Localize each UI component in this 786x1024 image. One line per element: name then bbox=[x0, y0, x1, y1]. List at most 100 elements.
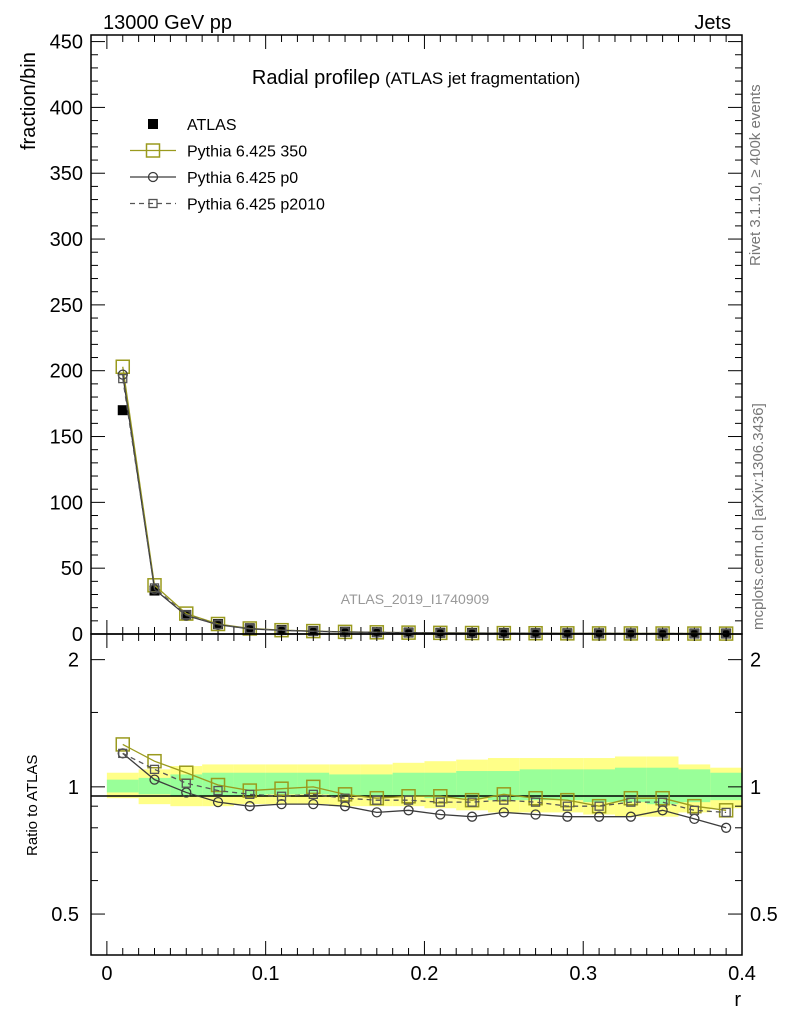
legend: ATLAS Pythia 6.425 350 Pythia 6.425 p0 Pyth… bbox=[130, 117, 325, 214]
main-axis-ticks: 0 50 100 150 200 250 300 350 400 450 bbox=[50, 32, 743, 646]
main-data-point bbox=[118, 373, 128, 384]
ratio-ytick-label-right: 0.5 bbox=[750, 904, 778, 926]
ratio-xlabel: r bbox=[734, 989, 741, 1011]
ratio-data-point bbox=[403, 795, 414, 805]
main-ytick-label: 100 bbox=[50, 492, 83, 514]
main-data-point bbox=[149, 585, 160, 596]
ratio-data-point bbox=[530, 809, 541, 820]
mcplots-side-label: mcplots.cern.ch [arXiv:1306.3436] bbox=[750, 403, 767, 630]
ratio-data-point bbox=[274, 781, 289, 796]
ratio-data-point bbox=[403, 805, 414, 816]
ratio-band-inner bbox=[551, 769, 584, 801]
main-ytick-label: 450 bbox=[50, 32, 83, 54]
rivet-side-label: Rivet 3.1.10, ≥ 400k events bbox=[747, 84, 764, 266]
ratio-data-point bbox=[181, 778, 191, 788]
ratio-data-point bbox=[720, 822, 732, 833]
ratio-data-point bbox=[213, 785, 223, 796]
ratio-axis-ticks: 0.5 0.5 1 1 2 2 0 0.1 0.2 0.3 0.4 bbox=[51, 634, 778, 985]
ratio-band-inner bbox=[329, 774, 361, 797]
main-ytick-label: 150 bbox=[50, 427, 83, 449]
ratio-xtick-label: 0.1 bbox=[252, 963, 280, 985]
ratio-data-point bbox=[276, 791, 287, 801]
ratio-data-point bbox=[435, 809, 446, 820]
main-panel: ATLAS_2019_I1740909 0 50 100 150 200 250 300 35… bbox=[18, 32, 743, 646]
main-ytick-label: 350 bbox=[50, 163, 83, 185]
ratio-data-point bbox=[371, 807, 382, 818]
ratio-series-2 bbox=[118, 748, 731, 818]
ratio-data-point bbox=[242, 783, 258, 798]
ratio-xtick-label: 0 bbox=[101, 963, 112, 985]
ratio-data-point bbox=[687, 798, 702, 814]
ratio-data-point bbox=[593, 811, 605, 822]
ratio-data-point bbox=[657, 797, 668, 807]
ratio-data-point bbox=[594, 801, 604, 811]
ratio-data-point bbox=[210, 777, 226, 793]
ratio-xtick-label: 0.3 bbox=[569, 963, 597, 985]
ratio-data-point bbox=[655, 790, 670, 806]
main-data-point bbox=[210, 616, 226, 632]
legend-marker bbox=[147, 171, 159, 183]
ratio-data-point bbox=[625, 811, 637, 822]
ratio-data-point bbox=[499, 795, 509, 805]
main-ytick-label: 250 bbox=[50, 295, 83, 317]
main-data-point bbox=[115, 359, 131, 375]
ratio-data-point bbox=[623, 790, 639, 806]
ratio-data-point bbox=[337, 787, 353, 802]
ratio-series-1 bbox=[117, 748, 732, 833]
ratio-band-inner bbox=[265, 772, 298, 795]
ratio-ytick-label: 0.5 bbox=[51, 904, 79, 926]
main-data-point bbox=[117, 405, 128, 416]
ratio-band-inner bbox=[138, 777, 171, 795]
ratio-band-inner bbox=[614, 767, 647, 803]
ratio-data-point bbox=[118, 748, 128, 759]
main-ytick-label: 300 bbox=[50, 229, 83, 251]
ratio-band-inner bbox=[360, 774, 393, 797]
ratio-series-line bbox=[122, 752, 727, 814]
ratio-data-point bbox=[689, 805, 700, 815]
ratio-data-point bbox=[721, 807, 731, 818]
ratio-data-point bbox=[562, 811, 573, 822]
ratio-ytick-label: 2 bbox=[68, 650, 79, 672]
ratio-band-inner bbox=[519, 769, 552, 801]
main-data-point bbox=[213, 619, 223, 630]
ratio-band-inner bbox=[392, 772, 425, 797]
main-data-point bbox=[245, 623, 255, 634]
ratio-data-point bbox=[212, 797, 224, 808]
ratio-data-point bbox=[147, 753, 162, 769]
main-data-point bbox=[149, 583, 160, 593]
main-ytick-label: 400 bbox=[50, 97, 83, 119]
ratio-ytick-label-right: 2 bbox=[750, 650, 761, 672]
ratio-ytick-label: 1 bbox=[68, 777, 79, 799]
ratio-band-inner bbox=[424, 772, 457, 799]
header-left-label: 13000 GeV pp bbox=[103, 12, 232, 34]
ratio-data-point bbox=[435, 797, 445, 807]
ratio-band-inner bbox=[297, 772, 330, 795]
main-ytick-label: 200 bbox=[50, 361, 83, 383]
ratio-data-point bbox=[149, 764, 160, 775]
ratio-bands bbox=[106, 756, 742, 817]
ratio-data-point bbox=[306, 779, 321, 795]
ratio-band-inner bbox=[678, 769, 711, 803]
ratio-data-point bbox=[467, 797, 477, 807]
ratio-data-point bbox=[401, 789, 416, 804]
ratio-frame bbox=[90, 633, 743, 956]
legend-label: Pythia 6.425 p0 bbox=[187, 170, 298, 187]
ratio-data-point bbox=[149, 774, 160, 785]
main-subtitle: (ATLAS jet fragmentation) bbox=[385, 69, 580, 88]
ratio-panel: 0.5 0.5 1 1 2 2 0 0.1 0.2 0.3 0.4 Ratio to ATLAS r bbox=[24, 633, 778, 1011]
ratio-xtick-label: 0.2 bbox=[411, 963, 439, 985]
ratio-data-point bbox=[496, 787, 512, 802]
legend-marker bbox=[145, 143, 161, 158]
header-right-label: Jets bbox=[694, 12, 731, 34]
ratio-data-point bbox=[530, 797, 541, 807]
ratio-band-inner bbox=[583, 769, 615, 803]
main-ylabel: fraction/bin bbox=[18, 52, 40, 150]
ratio-data-point bbox=[181, 787, 192, 798]
ratio-data-point bbox=[245, 789, 255, 799]
ratio-xtick-label: 0.4 bbox=[728, 963, 756, 985]
ratio-data-point bbox=[115, 737, 131, 752]
ratio-ytick-label-right: 1 bbox=[750, 777, 761, 799]
main-ytick-label: 0 bbox=[72, 624, 83, 646]
ratio-data-point bbox=[308, 789, 318, 799]
